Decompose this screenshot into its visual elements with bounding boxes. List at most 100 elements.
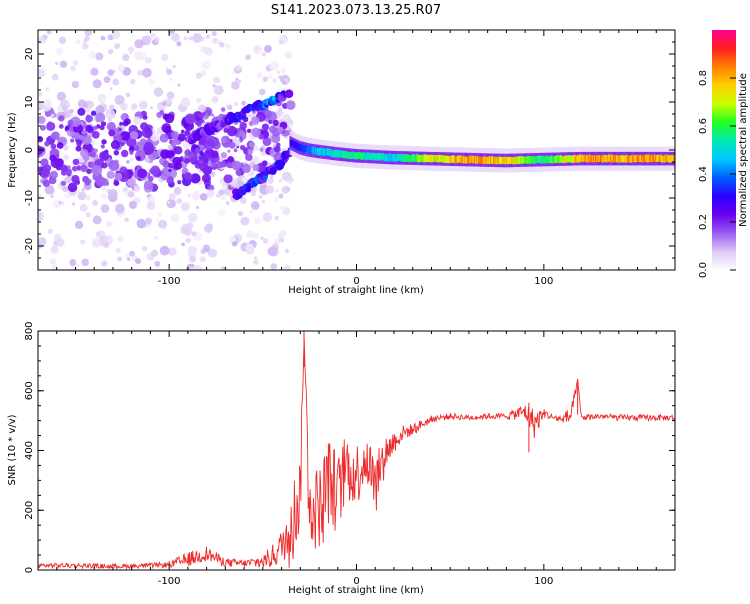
spectrogram-blob [150, 132, 160, 142]
spectrogram-blob [113, 180, 120, 187]
spectrogram-blob [251, 116, 260, 125]
snr-ytick-label: 200 [24, 501, 35, 520]
snr-xtick-label: 0 [353, 576, 359, 587]
spectrogram-blob [70, 138, 75, 143]
spectrogram-blob [235, 77, 239, 82]
colorbar-strip [712, 30, 736, 270]
spectrogram-blob [155, 217, 160, 222]
spectrogram-blob [189, 266, 195, 270]
spectrogram-blob [119, 121, 124, 126]
spectrogram-blob [128, 46, 135, 53]
spectrogram-blob [119, 102, 128, 111]
spectrogram-blob [278, 40, 283, 44]
spectrogram-blob [105, 109, 116, 120]
spectrogram-blob [252, 232, 259, 240]
spectrogram-upper-branch [284, 89, 294, 99]
snr-ylabel: SNR (10 * v/v) [7, 414, 18, 485]
spectrogram-ytick-label: 20 [24, 48, 35, 61]
spectrogram-blob [180, 202, 190, 212]
spectrogram-blob [241, 134, 246, 140]
spectrogram-blob [84, 194, 91, 201]
spectrogram-blob [225, 200, 230, 206]
spectrogram-blob [99, 150, 110, 161]
spectrogram-blob [122, 53, 130, 62]
spectrogram-blob [62, 186, 69, 193]
spectrogram-blob [154, 260, 161, 267]
spectrogram-blob [269, 175, 274, 179]
spectrogram-blob [49, 170, 58, 179]
spectrogram-blob [168, 139, 174, 145]
spectrogram-blob [246, 128, 252, 133]
spectrogram-blob [188, 36, 193, 41]
spectrogram-blob [122, 120, 129, 127]
spectrogram-ylabel: Frequency (Hz) [7, 112, 18, 188]
spectrogram-blob [190, 173, 201, 184]
spectrogram-blob [130, 78, 136, 85]
spectrogram-blob [146, 201, 156, 211]
snr-xtick-label: -100 [158, 576, 181, 587]
spectrogram-blob [38, 115, 46, 125]
spectrogram-blob [72, 60, 79, 66]
spectrogram-blob [246, 173, 251, 178]
spectrogram-blob [55, 47, 64, 56]
spectrogram-blob [38, 36, 46, 45]
spectrogram-blob [202, 244, 211, 253]
spectrogram-blob [279, 229, 287, 237]
spectrogram-blob [46, 30, 52, 35]
spectrogram-blob [51, 131, 60, 141]
spectrogram-blob [278, 178, 283, 183]
spectrogram-blob [120, 131, 130, 141]
spectrogram-blob [274, 188, 279, 193]
spectrogram-blob [201, 60, 211, 70]
spectrogram-blob [223, 128, 229, 133]
spectrogram-blob [211, 31, 217, 37]
spectrogram-blob [101, 260, 108, 267]
spectrogram-blob [224, 43, 232, 50]
spectrogram-blob [192, 264, 203, 270]
spectrogram-blob [129, 250, 136, 257]
spectrogram-blob [154, 37, 160, 43]
spectrogram-blob [277, 126, 284, 133]
spectrogram-blob [44, 184, 55, 195]
spectrogram-blob [238, 79, 242, 84]
spectrogram-blob [231, 71, 235, 75]
spectrogram-blob [268, 119, 273, 125]
spectrogram-blob [220, 107, 226, 112]
spectrogram-blob [120, 114, 126, 120]
spectrogram-blob [38, 211, 44, 222]
spectrogram-blob [144, 217, 153, 225]
spectrogram-blob [87, 101, 95, 108]
spectrogram-ridge-core [673, 154, 675, 162]
spectrogram-blob [108, 160, 120, 171]
figure-title: S141.2023.073.13.25.R07 [271, 3, 441, 18]
spectrogram-blob [206, 223, 214, 230]
spectrogram-blob [85, 212, 91, 218]
spectrogram-blob [199, 162, 209, 172]
spectrogram-blob [226, 125, 238, 137]
spectrogram-blob [245, 153, 253, 162]
spectrogram-blob [164, 66, 169, 70]
spectrogram-blob [51, 73, 59, 81]
spectrogram-blob [235, 169, 242, 176]
spectrogram-lower-branch [262, 174, 268, 181]
spectrogram-blob [70, 65, 76, 72]
spectrogram-blob [161, 53, 169, 62]
colorbar: 0.0 0.2 0.4 0.6 0.8 Normalized spectral ampl… [698, 30, 749, 278]
spectrogram-blob [183, 172, 193, 181]
spectrogram-blob [195, 147, 201, 153]
colorbar-tick-label: 0.6 [698, 118, 709, 134]
spectrogram-blob [80, 164, 88, 173]
spectrogram-blob [211, 113, 215, 117]
spectrogram-blob [239, 130, 245, 136]
spectrogram-blob [77, 107, 86, 116]
spectrogram-blob [261, 199, 266, 204]
spectrogram-blob [80, 149, 89, 158]
spectrogram-blob [82, 102, 89, 109]
spectrogram-blob [166, 91, 175, 100]
spectrogram-blob [156, 112, 162, 118]
spectrogram-blob [56, 91, 67, 102]
spectrogram-blob [286, 176, 294, 184]
spectrogram-blob [204, 47, 213, 56]
spectrogram-blob [92, 79, 102, 89]
spectrogram-blob [270, 263, 278, 270]
